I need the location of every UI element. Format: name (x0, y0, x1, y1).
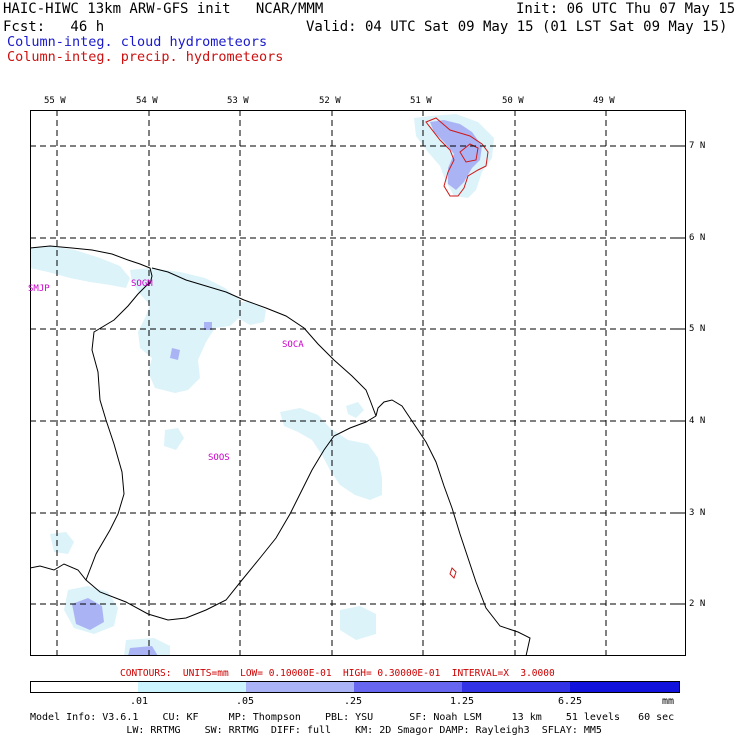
lon-label-52w: 52 W (319, 96, 341, 106)
map-frame (30, 110, 686, 656)
colorbar-tick-1: .05 (236, 696, 255, 707)
lat-label-5n: 5 N (689, 324, 706, 334)
colorbar-segment-3 (354, 681, 462, 693)
lon-label-55w: 55 W (44, 96, 66, 106)
lat-label-7n: 7 N (689, 141, 706, 151)
coastlines-borders (30, 245, 531, 656)
cloud-shading-light (30, 114, 494, 656)
colorbar-units: mm (662, 696, 675, 707)
lon-label-53w: 53 W (227, 96, 249, 106)
colorbar-segment-1 (138, 681, 246, 693)
station-label-soca: SOCA (282, 340, 304, 350)
forecast-hour: Fcst: 46 h (3, 19, 105, 35)
legend-precip-hydrometeors: Column-integ. precip. hydrometeors (7, 49, 284, 65)
colorbar-tick-3: 1.25 (450, 696, 475, 707)
colorbar-tick-2: .25 (344, 696, 363, 707)
lat-label-2n: 2 N (689, 599, 706, 609)
init-time: Init: 06 UTC Thu 07 May 15 (516, 1, 736, 17)
product-title: HAIC-HIWC 13km ARW-GFS init NCAR/MMM (3, 1, 324, 17)
colorbar-segment-0 (30, 681, 138, 693)
colorbar-frame (30, 681, 680, 693)
lon-label-51w: 51 W (410, 96, 432, 106)
cloud-shading-medium (72, 120, 482, 656)
colorbar-tick-4: 6.25 (558, 696, 583, 707)
colorbar (30, 681, 680, 693)
colorbar-segment-4 (462, 681, 570, 693)
station-label-smjp: SMJP (28, 284, 50, 294)
model-info-line-1: Model Info: V3.6.1 CU: KF MP: Thompson P… (30, 712, 675, 723)
colorbar-tick-0: .01 (130, 696, 149, 707)
forecast-map (30, 110, 686, 656)
station-label-soos: SOOS (208, 453, 230, 463)
legend-cloud-hydrometeors: Column-integ. cloud hydrometeors (7, 34, 268, 50)
lon-label-50w: 50 W (502, 96, 524, 106)
valid-time: Valid: 04 UTC Sat 09 May 15 (01 LST Sat … (306, 19, 728, 35)
tick-marks (676, 145, 686, 605)
lat-label-4n: 4 N (689, 416, 706, 426)
lon-label-49w: 49 W (593, 96, 615, 106)
lat-label-3n: 3 N (689, 508, 706, 518)
model-info-line-2: LW: RRTMG SW: RRTMG DIFF: full KM: 2D Sm… (30, 725, 602, 736)
contours-info: CONTOURS: UNITS=mm LOW= 0.10000E-01 HIGH… (120, 668, 555, 679)
colorbar-segment-5 (570, 681, 680, 693)
lat-label-6n: 6 N (689, 233, 706, 243)
colorbar-segment-2 (246, 681, 354, 693)
precip-contours (425, 117, 489, 579)
lon-label-54w: 54 W (136, 96, 158, 106)
lat-lon-grid (30, 110, 686, 656)
station-label-sogm: SOGM (131, 279, 153, 289)
